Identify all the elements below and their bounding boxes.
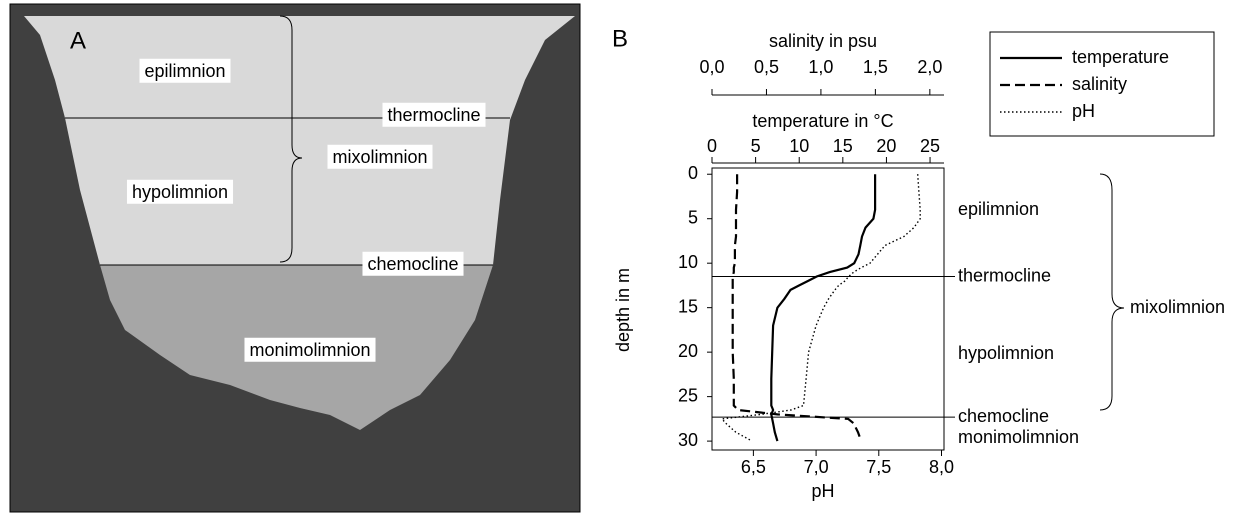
zone-label: mixolimnion bbox=[332, 147, 427, 167]
label-box bbox=[382, 102, 486, 127]
y-tick-label: 20 bbox=[678, 341, 698, 361]
brace bbox=[279, 15, 303, 263]
series-line bbox=[731, 174, 863, 442]
x-axis-label: salinity in psu bbox=[769, 31, 877, 51]
x-tick-label: 7,0 bbox=[804, 457, 829, 477]
legend-label: salinity bbox=[1072, 74, 1127, 94]
label-box bbox=[244, 337, 376, 362]
x-axis-label: pH bbox=[811, 481, 834, 501]
label-box bbox=[139, 58, 231, 83]
water-upper bbox=[24, 16, 575, 265]
x-tick-label: 20 bbox=[876, 136, 896, 156]
plot-frame bbox=[711, 167, 945, 451]
zone-label: epilimnion bbox=[144, 61, 225, 81]
label-box bbox=[126, 179, 234, 204]
x-axis-label: temperature in °C bbox=[752, 111, 893, 131]
x-tick-label: 1,5 bbox=[863, 57, 888, 77]
zone-label: monimolimnion bbox=[249, 340, 370, 360]
y-axis-label: depth in m bbox=[613, 268, 633, 352]
x-tick-label: 15 bbox=[833, 136, 853, 156]
legend-box bbox=[989, 31, 1215, 137]
y-tick-label: 25 bbox=[678, 385, 698, 405]
zone-label: epilimnion bbox=[958, 199, 1039, 219]
zone-label: hypolimnion bbox=[958, 343, 1054, 363]
legend-label: pH bbox=[1072, 101, 1095, 121]
x-tick-label: 8,0 bbox=[929, 457, 954, 477]
x-tick-label: 0,5 bbox=[754, 57, 779, 77]
zone-label: thermocline bbox=[387, 105, 480, 125]
y-tick-label: 30 bbox=[678, 430, 698, 450]
zone-label: mixolimnion bbox=[1130, 297, 1225, 317]
series-line bbox=[770, 174, 877, 442]
y-tick-label: 15 bbox=[678, 296, 698, 316]
x-tick-label: 7,5 bbox=[866, 457, 891, 477]
x-tick-label: 1,0 bbox=[808, 57, 833, 77]
x-tick-label: 6,5 bbox=[741, 457, 766, 477]
series-line bbox=[720, 174, 921, 442]
x-tick-label: 0,0 bbox=[699, 57, 724, 77]
x-tick-label: 0 bbox=[707, 136, 717, 156]
zone-label: hypolimnion bbox=[132, 182, 228, 202]
boundary-label: thermocline bbox=[958, 265, 1051, 285]
zone-label: monimolimnion bbox=[958, 427, 1079, 447]
panel-a-labels: epilimnion thermocline mixolimnion hypolimn… bbox=[126, 58, 486, 362]
y-tick-label: 10 bbox=[678, 252, 698, 272]
legend-label: temperature bbox=[1072, 47, 1169, 67]
label-box bbox=[327, 144, 433, 169]
brace bbox=[1099, 173, 1125, 411]
panel-a: A bbox=[9, 3, 581, 513]
x-tick-label: 5 bbox=[751, 136, 761, 156]
label-box bbox=[362, 251, 464, 276]
panel-label: B bbox=[612, 25, 628, 52]
y-tick-label: 0 bbox=[688, 163, 698, 183]
boundary-label: chemocline bbox=[958, 406, 1049, 426]
zone-label: chemocline bbox=[367, 254, 458, 274]
x-tick-label: 10 bbox=[789, 136, 809, 156]
y-tick-label: 5 bbox=[688, 207, 698, 227]
x-tick-label: 2,0 bbox=[917, 57, 942, 77]
x-tick-label: 25 bbox=[920, 136, 940, 156]
panel-label: A bbox=[70, 27, 86, 54]
